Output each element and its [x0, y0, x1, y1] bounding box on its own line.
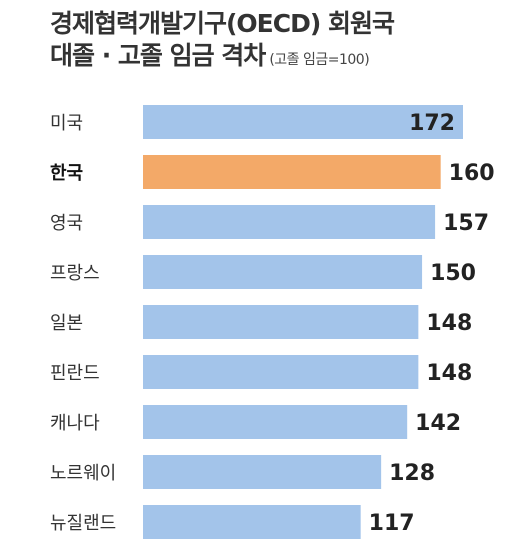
category-label: 핀란드: [50, 363, 100, 384]
value-label: 150: [430, 261, 476, 286]
category-label: 프랑스: [50, 263, 100, 284]
bar: [143, 405, 408, 439]
category-label: 영국: [50, 213, 83, 234]
category-label: 일본: [50, 313, 83, 334]
category-label: 뉴질랜드: [50, 513, 116, 534]
bar: [143, 205, 436, 239]
value-label: 160: [449, 161, 495, 186]
chart-subtitle: 대졸 · 고졸 임금 격차: [50, 41, 266, 70]
value-label: 128: [389, 461, 435, 486]
bar: [143, 255, 423, 289]
value-label: 172: [409, 111, 455, 136]
bar: [143, 105, 463, 139]
category-label: 미국: [50, 113, 83, 134]
bar: [143, 355, 419, 389]
value-label: 142: [415, 411, 461, 436]
bar: [143, 155, 441, 189]
chart-subtitle-line: 대졸 · 고졸 임금 격차 (고졸 임금=100): [50, 40, 394, 76]
chart-title-block: 경제협력개발기구(OECD) 회원국 대졸 · 고졸 임금 격차 (고졸 임금=1…: [50, 8, 395, 76]
chart-note: (고졸 임금=100): [269, 52, 370, 68]
bar: [143, 505, 361, 539]
value-label: 148: [426, 311, 472, 336]
category-label: 노르웨이: [50, 463, 116, 484]
value-label: 117: [369, 511, 415, 536]
chart-title: 경제협력개발기구(OECD) 회원국: [50, 9, 395, 38]
value-label: 157: [443, 211, 489, 236]
category-label: 캐나다: [50, 413, 100, 434]
category-label: 한국: [50, 163, 83, 184]
value-label: 148: [426, 361, 472, 386]
bar: [143, 455, 382, 489]
bar: [143, 305, 419, 339]
